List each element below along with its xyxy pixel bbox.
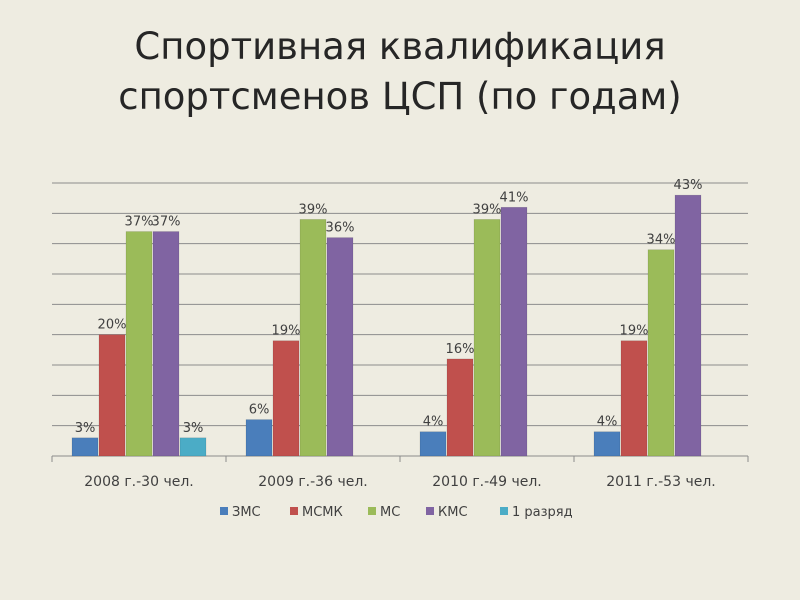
data-label: 41% xyxy=(500,190,529,205)
bar xyxy=(245,419,273,457)
bar xyxy=(473,219,501,457)
title-line-2: спортсменов ЦСП (по годам) xyxy=(118,75,682,118)
bar xyxy=(299,219,327,457)
bar xyxy=(98,334,126,457)
data-label: 37% xyxy=(152,215,181,230)
data-label: 6% xyxy=(249,403,270,418)
bar xyxy=(446,358,474,457)
data-label: 3% xyxy=(183,421,204,436)
legend-label: 1 разряд xyxy=(512,505,573,520)
title-line-1: Спортивная квалификация xyxy=(134,25,666,68)
bar xyxy=(620,340,648,457)
bar xyxy=(179,437,207,457)
bar xyxy=(419,431,447,457)
bar xyxy=(152,231,180,457)
legend-label: МСМК xyxy=(302,505,343,520)
legend-swatch xyxy=(220,507,228,515)
data-label: 36% xyxy=(326,221,355,236)
data-label: 3% xyxy=(75,421,96,436)
data-label: 34% xyxy=(647,233,676,248)
bar xyxy=(125,231,153,457)
data-label: 39% xyxy=(473,202,502,217)
data-label: 19% xyxy=(620,324,649,339)
data-label: 19% xyxy=(272,324,301,339)
data-label: 16% xyxy=(446,342,475,357)
x-tick-label: 2009 г.-36 чел. xyxy=(258,474,367,490)
bar xyxy=(593,431,621,457)
legend-label: МС xyxy=(380,505,400,520)
legend-swatch xyxy=(426,507,434,515)
x-tick-label: 2011 г.-53 чел. xyxy=(606,474,715,490)
slide-title: Спортивная квалификация спортсменов ЦСП … xyxy=(0,22,800,122)
x-tick-label: 2008 г.-30 чел. xyxy=(84,474,193,490)
legend-swatch xyxy=(500,507,508,515)
bar xyxy=(326,237,354,457)
bar xyxy=(500,206,528,457)
data-label: 37% xyxy=(125,215,154,230)
bar xyxy=(647,249,675,457)
data-label: 4% xyxy=(423,415,444,430)
legend-swatch xyxy=(290,507,298,515)
data-label: 20% xyxy=(98,318,127,333)
legend-label: ЗМС xyxy=(232,505,261,520)
x-tick-label: 2010 г.-49 чел. xyxy=(432,474,541,490)
bar xyxy=(674,194,702,457)
data-label: 4% xyxy=(597,415,618,430)
bar xyxy=(71,437,99,457)
legend-swatch xyxy=(368,507,376,515)
data-label: 39% xyxy=(299,202,328,217)
bar xyxy=(272,340,300,457)
legend-label: КМС xyxy=(438,505,468,520)
data-label: 43% xyxy=(674,178,703,193)
